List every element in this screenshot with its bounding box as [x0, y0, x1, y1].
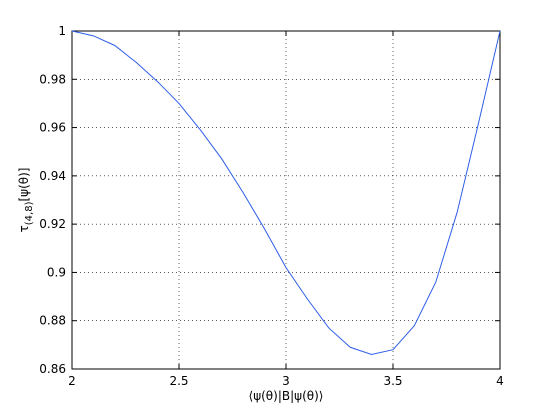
x-tick-label: 3 — [282, 374, 290, 388]
line — [71, 30, 501, 356]
y-tick-label: 0.94 — [39, 169, 66, 183]
y-tick-label: 0.9 — [47, 265, 66, 279]
y-label-rest: [ψ(θ)] — [17, 168, 31, 202]
y-label-sub: (4,8) — [24, 201, 35, 225]
y-axis-label: τ(4,8)[ψ(θ)] — [17, 168, 35, 233]
x-tick-label: 2 — [68, 374, 76, 388]
y-tick-label: 0.98 — [39, 72, 66, 86]
y-tick-label: 1 — [58, 24, 66, 38]
plot-frame — [71, 30, 501, 370]
y-label-main: τ — [17, 225, 31, 232]
y-tick-label: 0.92 — [39, 217, 66, 231]
x-tick-label: 4 — [496, 374, 504, 388]
x-tick-label: 3.5 — [383, 374, 402, 388]
y-tick-label: 0.96 — [39, 121, 66, 135]
x-axis-label: ⟨ψ(θ)|B|ψ(θ)⟩ — [249, 389, 324, 403]
y-tick-label: 0.86 — [39, 362, 66, 376]
y-tick-label: 0.88 — [39, 314, 66, 328]
x-tick-label: 2.5 — [169, 374, 188, 388]
